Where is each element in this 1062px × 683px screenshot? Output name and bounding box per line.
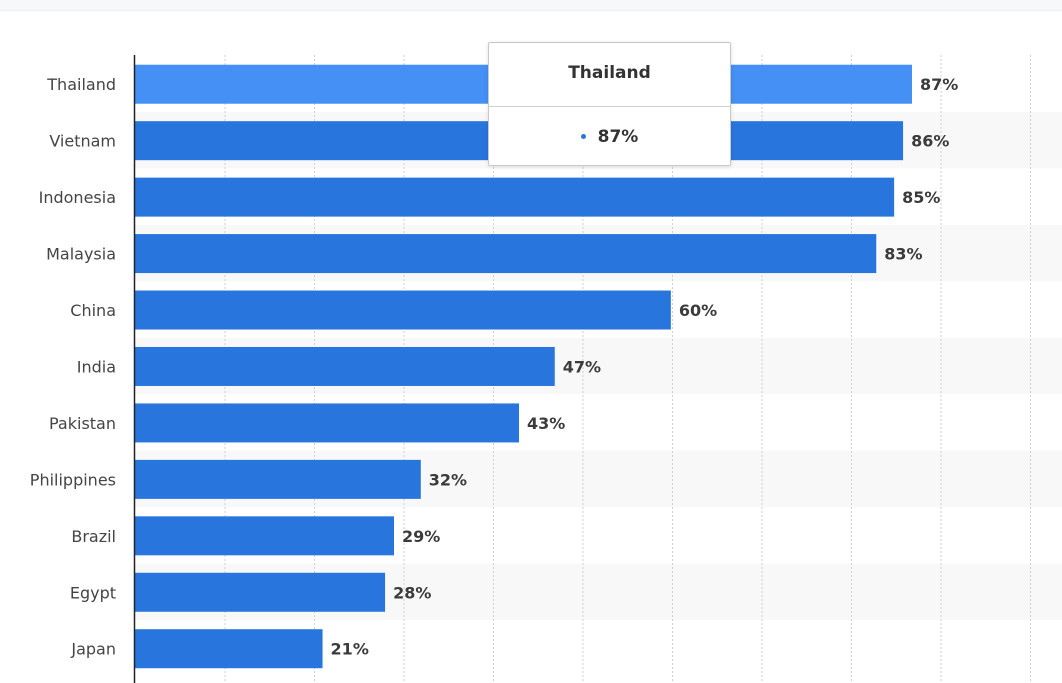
category-label: Pakistan bbox=[49, 414, 116, 433]
data-label: 85% bbox=[902, 188, 940, 207]
chart-tooltip: Thailand 87% bbox=[488, 42, 731, 166]
data-label: 43% bbox=[527, 414, 565, 433]
category-label: Thailand bbox=[46, 75, 116, 94]
category-label: Vietnam bbox=[49, 132, 116, 151]
data-label: 21% bbox=[331, 640, 369, 659]
bar-india[interactable] bbox=[135, 346, 555, 386]
data-label: 83% bbox=[884, 245, 922, 264]
bar-malaysia[interactable] bbox=[135, 234, 877, 274]
data-label: 32% bbox=[429, 470, 467, 489]
data-label: 87% bbox=[920, 75, 958, 94]
data-label: 86% bbox=[911, 132, 949, 151]
data-label: 29% bbox=[402, 527, 440, 546]
data-label: 47% bbox=[563, 357, 601, 376]
data-label: 28% bbox=[393, 583, 431, 602]
bar-brazil[interactable] bbox=[135, 516, 394, 556]
category-label: Brazil bbox=[71, 527, 116, 546]
category-label: China bbox=[70, 301, 116, 320]
bar-philippines[interactable] bbox=[135, 459, 421, 499]
bar-china[interactable] bbox=[135, 290, 671, 330]
tooltip-value-row: 87% bbox=[489, 107, 730, 167]
category-label: Indonesia bbox=[39, 188, 116, 207]
bar-japan[interactable] bbox=[135, 629, 323, 669]
category-label: Japan bbox=[70, 640, 116, 659]
tooltip-value: 87% bbox=[597, 127, 639, 147]
top-bar bbox=[0, 0, 1062, 11]
category-label: India bbox=[77, 357, 116, 376]
category-label: Egypt bbox=[70, 583, 116, 602]
category-label: Malaysia bbox=[46, 245, 116, 264]
tooltip-title: Thailand bbox=[489, 43, 730, 107]
bar-pakistan[interactable] bbox=[135, 403, 520, 443]
series-marker-icon bbox=[580, 133, 586, 139]
data-label: 60% bbox=[679, 301, 717, 320]
category-label: Philippines bbox=[30, 470, 116, 489]
bar-egypt[interactable] bbox=[135, 572, 386, 612]
bar-indonesia[interactable] bbox=[135, 177, 895, 217]
